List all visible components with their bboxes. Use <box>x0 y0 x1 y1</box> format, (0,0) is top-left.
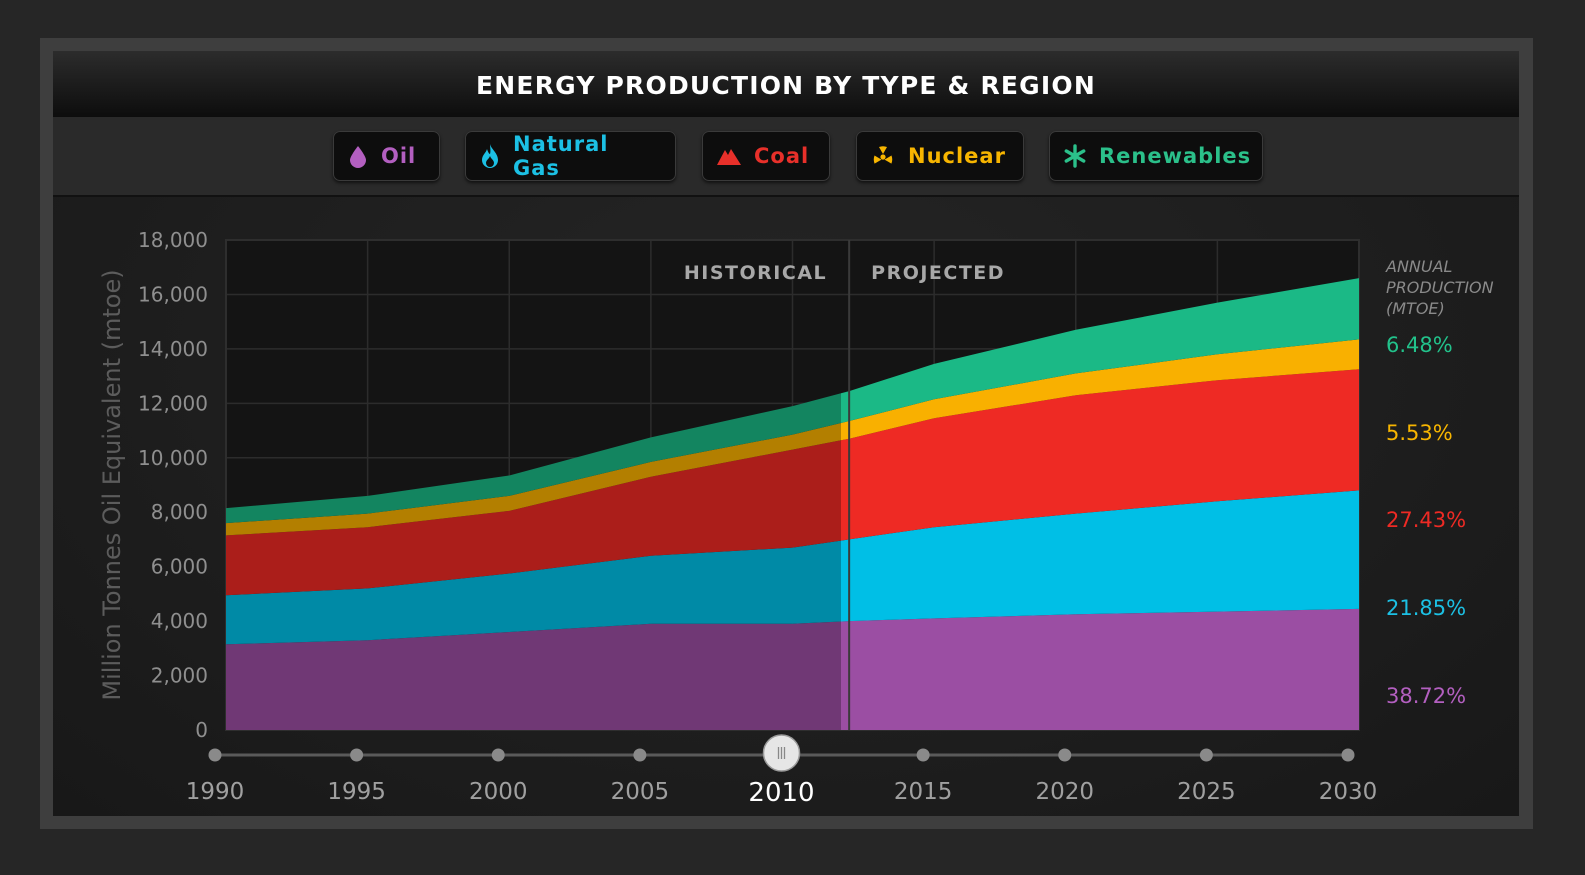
legend-renewables-label: Renewables <box>1099 144 1252 168</box>
timeline-stop-2000[interactable] <box>491 748 505 762</box>
area-renewables-historical <box>226 393 841 524</box>
projected-areas <box>841 278 1359 730</box>
legend-renewables-button[interactable]: Renewables <box>1049 131 1263 181</box>
y-tick-label: 14,000 <box>138 337 208 361</box>
timeline-year-label[interactable]: 2030 <box>1319 779 1378 805</box>
timeline-year-label[interactable]: 2015 <box>894 779 953 805</box>
timeline-stop-2020[interactable] <box>1058 748 1072 762</box>
timeline-stop-1990[interactable] <box>208 748 222 762</box>
timeline-stop-2025[interactable] <box>1199 748 1213 762</box>
mountain-icon <box>717 149 741 165</box>
historical-label: HISTORICAL <box>684 262 827 284</box>
y-tick-label: 6,000 <box>151 555 208 579</box>
annual-production-header: ANNUAL PRODUCTION (MTOE) <box>1385 257 1494 318</box>
legend-nuclear-label: Nuclear <box>908 144 1006 168</box>
drop-icon <box>350 146 366 168</box>
chart-title: ENERGY PRODUCTION BY TYPE & REGION <box>476 71 1096 100</box>
asterisk-icon <box>1064 144 1086 168</box>
annual-production-line-3: (MTOE) <box>1386 299 1445 318</box>
legend-nuclear-button[interactable]: Nuclear <box>856 131 1024 181</box>
timeline-year-label[interactable]: 2025 <box>1177 779 1236 805</box>
historical-areas <box>226 393 841 730</box>
legend-oil-button[interactable]: Oil <box>333 131 440 181</box>
timeline-handle[interactable] <box>762 734 801 772</box>
area-oil-historical <box>226 621 841 730</box>
y-tick-label: 0 <box>195 718 208 742</box>
area-nuclear-projected <box>841 339 1359 441</box>
area-coal-historical <box>226 440 841 596</box>
y-tick-label: 10,000 <box>138 446 208 470</box>
production-share-label: 27.43% <box>1386 508 1466 532</box>
timeline-stop-2015[interactable] <box>916 748 930 762</box>
legend-coal-label: Coal <box>754 144 810 168</box>
y-axis-label: Million Tonnes Oil Equivalent (mtoe) <box>98 269 126 700</box>
timeline-year-label[interactable]: 2020 <box>1035 779 1094 805</box>
legend-oil-label: Oil <box>381 144 417 168</box>
legend-coal-button[interactable]: Coal <box>702 131 830 181</box>
area-natural-gas-projected <box>841 490 1359 622</box>
timeline-stop-2005[interactable] <box>633 748 647 762</box>
legend-natural-gas-label: Natural Gas <box>513 132 609 180</box>
production-share-label: 6.48% <box>1386 333 1453 357</box>
timeline-year-label[interactable]: 2000 <box>469 779 528 805</box>
production-share-label: 5.53% <box>1386 421 1453 445</box>
flame-icon <box>482 144 498 168</box>
area-coal-projected <box>841 369 1359 541</box>
annual-production-line-1: ANNUAL <box>1385 257 1452 276</box>
timeline-stop-1995[interactable] <box>350 748 364 762</box>
y-tick-label: 16,000 <box>138 282 208 306</box>
area-oil-projected <box>841 608 1359 730</box>
projected-label: PROJECTED <box>871 262 1005 284</box>
production-share-label: 38.72% <box>1386 684 1466 708</box>
legend-natural-gas-button[interactable]: Natural Gas <box>465 131 676 181</box>
timeline-year-label[interactable]: 2010 <box>748 778 814 808</box>
y-tick-label: 18,000 <box>138 228 208 252</box>
production-shares: 6.48% 5.53% 27.43% 21.85% 38.72% <box>1386 333 1466 708</box>
radiation-icon <box>873 146 893 164</box>
y-axis-ticks: 0 2,000 4,000 6,000 8,000 10,000 12,000 14,000 1… <box>138 228 208 742</box>
legend-bar: Oil Natural Gas Coal Nuclear <box>53 117 1519 197</box>
y-tick-label: 2,000 <box>151 664 208 688</box>
timeline-year-label[interactable]: 1990 <box>186 779 245 805</box>
timeline-slider[interactable]: 1990 1995 2000 2005 2010 2015 2020 2025 2030 <box>186 734 1378 808</box>
production-share-label: 21.85% <box>1386 596 1466 620</box>
timeline-year-label[interactable]: 1995 <box>327 779 386 805</box>
title-bar: ENERGY PRODUCTION BY TYPE & REGION <box>53 51 1519 117</box>
timeline-stop-2030[interactable] <box>1341 748 1355 762</box>
area-natural-gas-historical <box>226 540 841 645</box>
y-tick-label: 4,000 <box>151 609 208 633</box>
annual-production-line-2: PRODUCTION <box>1386 278 1494 297</box>
timeline-year-label[interactable]: 2005 <box>611 779 670 805</box>
y-tick-label: 8,000 <box>151 500 208 524</box>
y-tick-label: 12,000 <box>138 391 208 415</box>
area-nuclear-historical <box>226 422 841 536</box>
area-renewables-projected <box>841 278 1359 423</box>
